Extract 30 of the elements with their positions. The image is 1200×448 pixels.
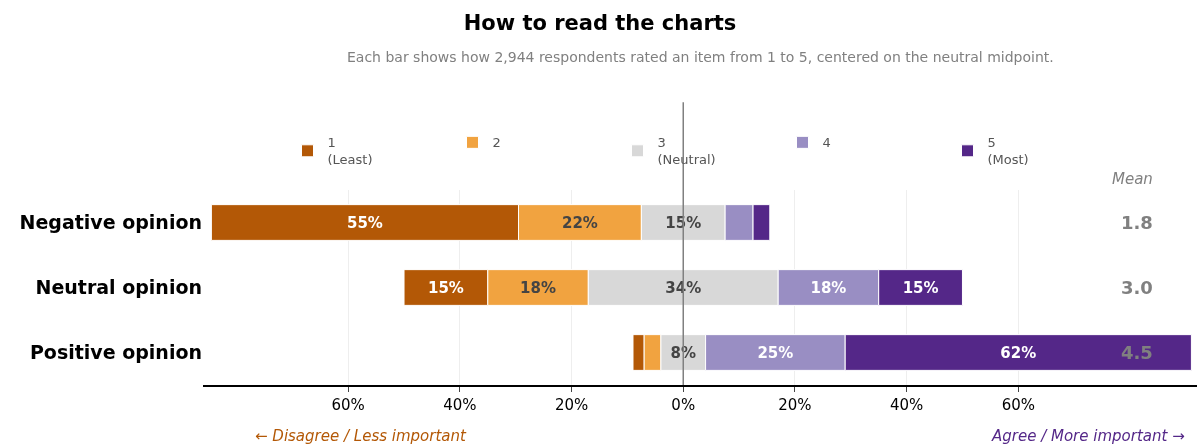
- annotation: 3.0: [1121, 277, 1153, 298]
- legend-label: 1 (Least): [327, 135, 373, 168]
- data-label: 22%: [561, 213, 598, 232]
- x-tick-label: 60%: [1001, 395, 1035, 414]
- x-tick-label: 20%: [554, 395, 589, 414]
- data-label: 62%: [1000, 343, 1037, 362]
- data-label: 18%: [810, 278, 847, 297]
- y-tick-label: Positive opinion: [29, 341, 202, 364]
- annotation: 1.8: [1121, 212, 1153, 233]
- legend-label: 2: [492, 135, 501, 151]
- data-label: 25%: [757, 343, 794, 362]
- legend-label: 4: [822, 135, 831, 151]
- chart-title: How to read the charts: [463, 11, 737, 36]
- data-label: 18%: [520, 278, 557, 297]
- x-tick-label: 60%: [331, 395, 365, 414]
- text: Agree / More important →: [991, 427, 1185, 445]
- annotation: 4.5: [1121, 342, 1153, 363]
- text: ← Disagree / Less important: [255, 427, 467, 445]
- data-label: 55%: [346, 213, 383, 232]
- x-tick-label: 0%: [671, 395, 696, 414]
- data-label: 15%: [902, 278, 939, 297]
- y-tick-label: Negative opinion: [19, 211, 202, 234]
- data-label: 15%: [427, 278, 464, 297]
- x-tick-label: 20%: [778, 395, 812, 414]
- text: Mean: [1112, 170, 1153, 188]
- chart-subtitle: Each bar shows how 2,944 respondents rated an item from 1 to 5, centered on the neutral midpoint.: [347, 49, 1054, 65]
- x-tick-label: 40%: [889, 395, 924, 414]
- y-tick-label: Neutral opinion: [35, 276, 202, 299]
- legend-label: 5 (Most): [987, 135, 1029, 168]
- x-tick-label: 40%: [443, 395, 477, 414]
